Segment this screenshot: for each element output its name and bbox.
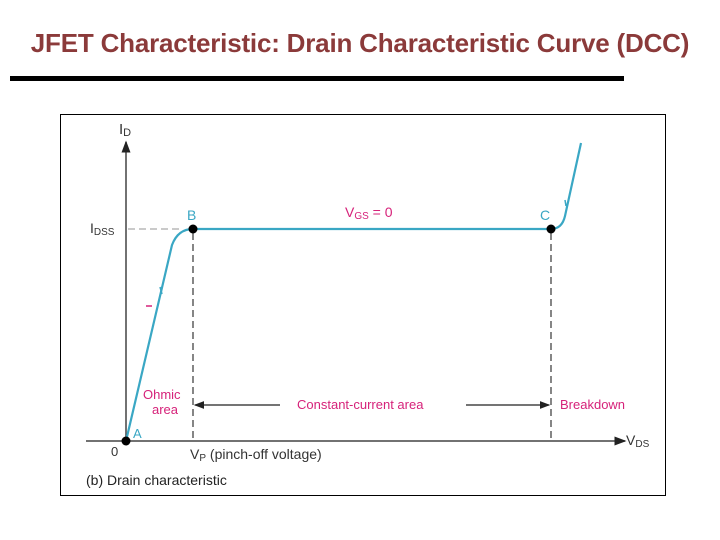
diagram-frame <box>60 114 666 496</box>
svg-text:area: area <box>152 402 179 417</box>
page-title: JFET Characteristic: Drain Characteristi… <box>30 28 690 58</box>
svg-text:VDS: VDS <box>626 432 650 450</box>
drain-curve <box>124 142 583 442</box>
svg-text:IDSS: IDSS <box>90 220 115 238</box>
point-c-marker <box>546 224 556 234</box>
svg-text:(b) Drain characteristic: (b) Drain characteristic <box>86 472 227 488</box>
point-a-marker <box>121 436 131 446</box>
svg-text:Ohmic: Ohmic <box>143 387 181 402</box>
svg-text:B: B <box>187 207 196 223</box>
svg-text:0: 0 <box>111 444 118 459</box>
svg-text:Breakdown: Breakdown <box>560 397 625 412</box>
svg-text:ID: ID <box>119 121 131 139</box>
title-underline <box>10 76 624 81</box>
svg-text:VP (pinch-off voltage): VP (pinch-off voltage) <box>190 446 322 464</box>
svg-text:Constant-current area: Constant-current area <box>297 397 424 412</box>
point-b-marker <box>188 224 198 234</box>
svg-text:A: A <box>133 426 142 441</box>
svg-text:VGS = 0: VGS = 0 <box>345 204 393 222</box>
svg-text:C: C <box>540 207 550 223</box>
